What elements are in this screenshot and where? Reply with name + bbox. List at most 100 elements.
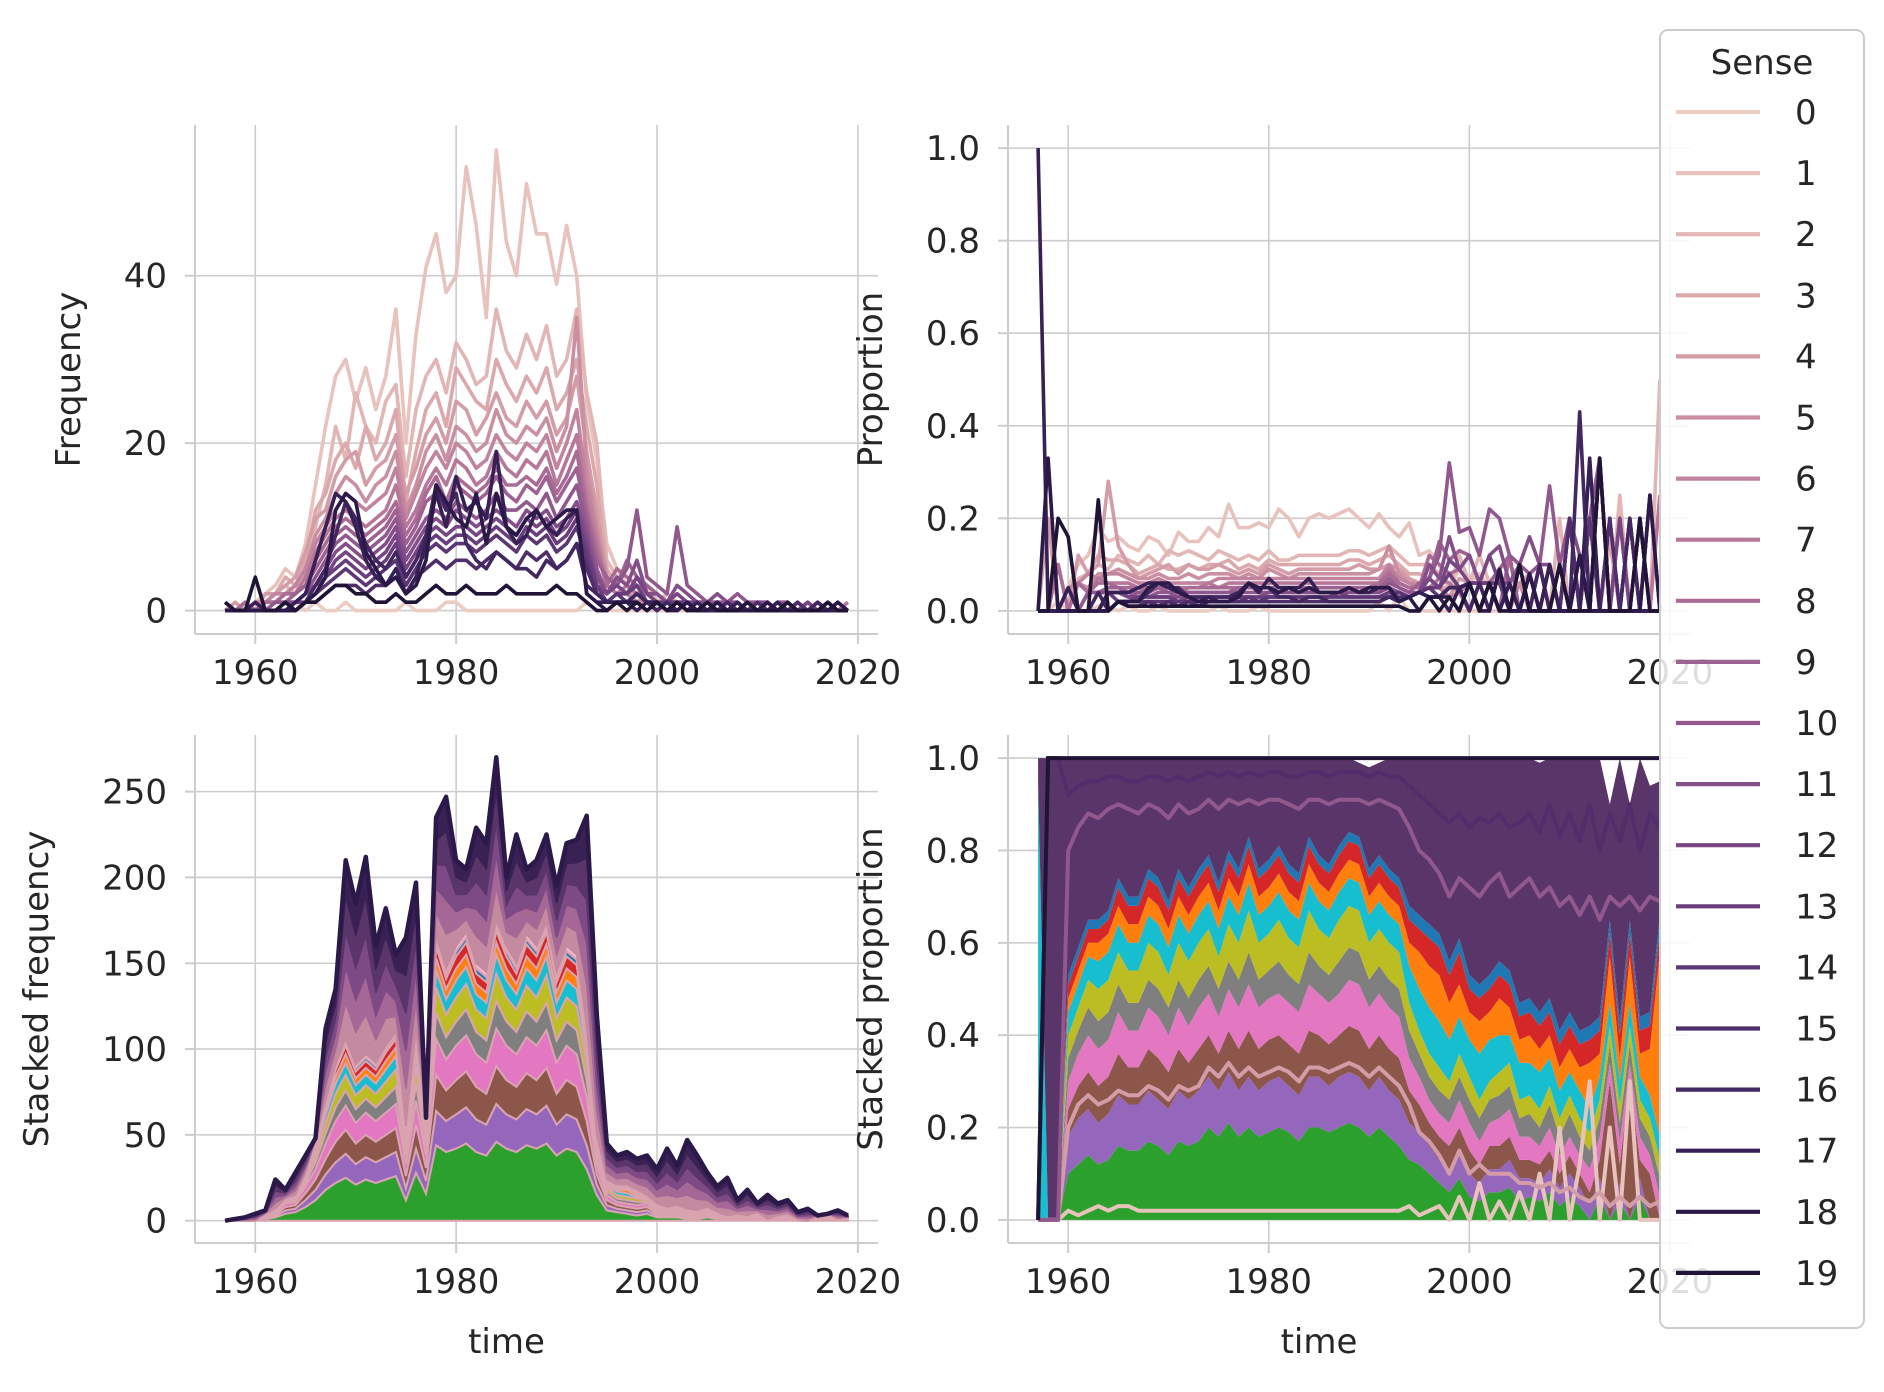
stacked-total-line	[224, 755, 849, 1223]
legend-entry: 4	[1676, 337, 1817, 377]
plot-area	[223, 148, 850, 613]
y-tick-label: 0.4	[926, 407, 980, 447]
stacked-boundary-line	[1038, 1060, 1661, 1222]
legend-entry: 8	[1676, 582, 1817, 622]
stacked-boundary-line	[1038, 797, 1661, 1222]
legend-label: 15	[1795, 1010, 1838, 1050]
legend-entry: 14	[1676, 948, 1838, 988]
plot-area	[1036, 756, 1662, 1222]
y-axis-label: Frequency	[49, 292, 89, 468]
x-tick-label: 1980	[413, 1262, 500, 1302]
y-tick-label: 50	[124, 1116, 167, 1156]
y-axis-label: Stacked frequency	[17, 831, 57, 1148]
legend-entry: 0	[1676, 93, 1817, 133]
x-tick-label: 2000	[1426, 653, 1513, 693]
plot-area	[224, 755, 849, 1223]
legend-label: 0	[1795, 93, 1817, 133]
x-tick-label: 1980	[413, 653, 500, 693]
stacked-area-layer	[1038, 1122, 1660, 1220]
series-line-sense-19	[1038, 456, 1660, 613]
legend-label: 17	[1795, 1132, 1838, 1172]
legend-entry: 19	[1676, 1254, 1838, 1294]
panel-stacked-proportion: 19601980200020200.00.20.40.60.81.0Stacke…	[851, 735, 1713, 1362]
legend-entry: 11	[1676, 765, 1838, 805]
legend-label: 14	[1795, 948, 1838, 988]
legend-entry: 3	[1676, 276, 1817, 316]
series-line-sense-19	[223, 575, 848, 613]
y-tick-label: 250	[102, 773, 167, 813]
y-tick-label: 200	[102, 858, 167, 898]
legend-entry: 5	[1676, 399, 1817, 439]
legend-label: 6	[1795, 460, 1817, 500]
plot-area	[1036, 148, 1662, 613]
legend-label: 5	[1795, 399, 1817, 439]
legend-label: 12	[1795, 826, 1838, 866]
x-tick-label: 1960	[212, 1262, 299, 1302]
legend-label: 2	[1795, 215, 1817, 255]
legend-entry: 16	[1676, 1071, 1838, 1111]
legend-label: 19	[1795, 1254, 1838, 1294]
y-axis-label: Proportion	[851, 292, 891, 467]
legend-label: 8	[1795, 582, 1817, 622]
stacked-area-layer	[1038, 781, 1660, 1220]
y-tick-label: 100	[102, 1030, 167, 1070]
legend-entry: 7	[1676, 521, 1817, 561]
legend-entry: 10	[1676, 704, 1838, 744]
legend-entry: 9	[1676, 643, 1817, 683]
legend-entry: 18	[1676, 1193, 1838, 1233]
y-tick-label: 0.4	[926, 1016, 980, 1056]
stacked-area-layer	[1038, 781, 1660, 1220]
legend-entry: 12	[1676, 826, 1838, 866]
legend-label: 10	[1795, 704, 1838, 744]
y-tick-label: 0.8	[926, 222, 980, 262]
y-tick-label: 0.2	[926, 499, 980, 539]
x-tick-label: 1960	[1025, 1262, 1112, 1302]
legend-entry: 17	[1676, 1132, 1838, 1172]
x-tick-label: 1980	[1225, 1262, 1312, 1302]
legend-label: 1	[1795, 154, 1817, 194]
panel-frequency: 1960 1980 2000 2020 0 20 40 Frequency	[49, 125, 901, 693]
x-tick-label: 2020	[815, 653, 902, 693]
legend-label: 16	[1795, 1071, 1838, 1111]
x-tick-label: 1980	[1225, 653, 1312, 693]
x-axis-label: time	[468, 1322, 545, 1362]
legend-label: 9	[1795, 643, 1817, 683]
legend-entry: 2	[1676, 215, 1817, 255]
stacked-area-layer	[1038, 758, 1660, 1220]
legend-entry: 1	[1676, 154, 1817, 194]
legend-title: Sense	[1711, 43, 1814, 83]
legend-label: 13	[1795, 887, 1838, 927]
legend-label: 7	[1795, 521, 1817, 561]
stacked-area-layer	[1038, 947, 1660, 1220]
y-axis-label: Stacked proportion	[851, 827, 891, 1150]
y-tick-label: 20	[124, 424, 167, 464]
legend-label: 11	[1795, 765, 1838, 805]
y-tick-label: 0	[145, 1202, 167, 1242]
stacked-top-line	[1036, 756, 1660, 1220]
y-tick-label: 40	[124, 257, 167, 297]
stacked-boundary-line	[1036, 756, 1662, 1220]
x-axis-label: time	[1281, 1322, 1358, 1362]
x-tick-label: 2000	[614, 653, 701, 693]
legend-entry: 15	[1676, 1010, 1838, 1050]
stacked-boundary-line	[1038, 1079, 1660, 1222]
stacked-area-layer	[1038, 905, 1660, 1220]
legend-label: 18	[1795, 1193, 1838, 1233]
y-tick-label: 0.6	[926, 314, 980, 354]
y-tick-label: 0.0	[926, 592, 980, 632]
y-tick-label: 0.6	[926, 924, 980, 964]
panel-proportion: 19601980200020200.00.20.40.60.81.0Propor…	[851, 125, 1713, 693]
stacked-area-layer	[1038, 979, 1660, 1220]
legend-label: 4	[1795, 337, 1817, 377]
series-line-sense-18	[1036, 456, 1662, 613]
y-tick-label: 1.0	[926, 739, 980, 779]
y-tick-label: 0.2	[926, 1109, 980, 1149]
x-tick-label: 2000	[1426, 1262, 1513, 1302]
y-tick-label: 1.0	[926, 129, 980, 169]
y-tick-label: 0.0	[926, 1201, 980, 1241]
x-tick-label: 2020	[815, 1262, 902, 1302]
x-tick-label: 1960	[212, 653, 299, 693]
